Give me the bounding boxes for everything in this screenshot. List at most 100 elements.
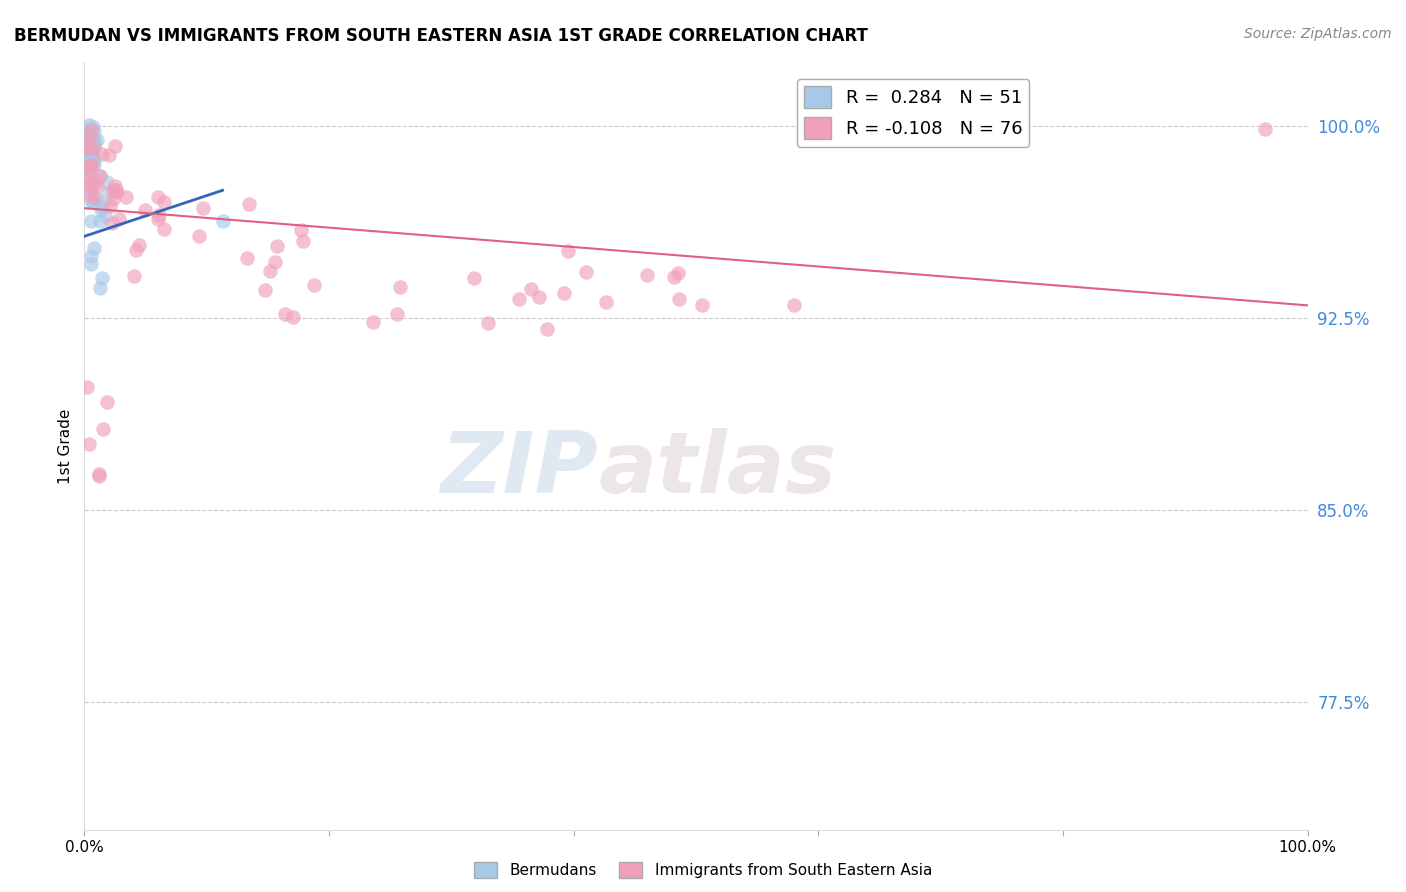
Point (77, 179, 100, 194)
Point (80, 194, 103, 209)
Text: Source: ZipAtlas.com: Source: ZipAtlas.com (1244, 27, 1392, 41)
Point (146, 212, 169, 227)
Point (153, 222, 176, 236)
Point (86, 193, 108, 207)
Y-axis label: 1st Grade: 1st Grade (58, 409, 73, 483)
Point (90, 146, 112, 161)
Point (76, 380, 98, 394)
Point (79, 147, 101, 161)
Legend: R =  0.284   N = 51, R = -0.108   N = 76: R = 0.284 N = 51, R = -0.108 N = 76 (797, 79, 1029, 146)
Point (75, 130, 97, 145)
Point (463, 271, 485, 285)
Point (122, 268, 145, 283)
Point (188, 228, 211, 243)
Point (79, 174, 101, 188)
Point (83, 241, 105, 255)
Point (77, 188, 100, 202)
Point (86, 133, 108, 147)
Point (477, 317, 499, 331)
Point (89, 280, 111, 294)
Point (77, 155, 100, 169)
Point (211, 214, 233, 228)
Point (83, 158, 105, 172)
Point (553, 286, 575, 301)
Point (153, 195, 176, 210)
Point (80, 138, 103, 153)
Point (83, 177, 105, 191)
Point (100, 216, 122, 230)
Point (238, 197, 260, 211)
Point (575, 265, 598, 279)
Point (80, 249, 103, 263)
Point (83, 190, 105, 204)
Point (302, 278, 325, 293)
Point (104, 139, 127, 153)
Point (75, 161, 97, 176)
Point (385, 306, 408, 320)
Point (281, 310, 304, 325)
Point (96, 395, 118, 409)
Point (83, 135, 105, 149)
Point (82, 120, 104, 134)
Point (76, 137, 98, 152)
Point (253, 283, 276, 297)
Point (89, 213, 111, 227)
Point (107, 212, 129, 227)
Point (77, 159, 100, 173)
Point (96, 175, 118, 189)
Point (104, 183, 127, 197)
Point (104, 178, 127, 193)
Point (75, 151, 97, 165)
Point (128, 237, 150, 252)
Point (290, 222, 312, 236)
Point (82, 145, 104, 160)
Point (77, 139, 100, 153)
Point (90, 202, 112, 217)
Point (76, 130, 98, 145)
Point (94, 209, 117, 223)
Point (690, 298, 713, 312)
Point (79, 158, 101, 172)
Point (89, 467, 111, 482)
Point (664, 269, 686, 284)
Point (266, 238, 288, 252)
Point (76, 157, 98, 171)
Point (114, 190, 136, 204)
Point (79, 131, 101, 145)
Point (80, 134, 103, 148)
Text: BERMUDAN VS IMMIGRANTS FROM SOUTH EASTERN ASIA 1ST GRADE CORRELATION CHART: BERMUDAN VS IMMIGRANTS FROM SOUTH EASTER… (14, 27, 868, 45)
Point (389, 279, 412, 293)
Point (274, 307, 297, 321)
Point (75, 120, 97, 135)
Point (91, 271, 114, 285)
Point (636, 268, 658, 282)
Point (134, 202, 156, 217)
Point (82, 194, 104, 209)
Point (83, 151, 105, 165)
Point (77, 128, 100, 142)
Point (98, 199, 121, 213)
Legend: Bermudans, Immigrants from South Eastern Asia: Bermudans, Immigrants from South Eastern… (468, 856, 938, 884)
Point (103, 193, 125, 207)
Point (82, 155, 104, 169)
Point (83, 141, 105, 155)
Point (77, 145, 100, 159)
Point (77, 146, 100, 161)
Point (666, 266, 689, 280)
Point (80, 145, 103, 159)
Point (191, 201, 214, 215)
Point (98, 147, 121, 161)
Point (148, 190, 170, 204)
Point (105, 186, 128, 200)
Point (76, 172, 98, 186)
Point (783, 298, 806, 312)
Text: ZIP: ZIP (440, 427, 598, 510)
Point (80, 257, 103, 271)
Point (83, 136, 105, 151)
Point (80, 185, 103, 199)
Point (527, 289, 550, 303)
Point (536, 322, 558, 336)
Point (89, 169, 111, 183)
Point (76, 177, 98, 191)
Point (76, 162, 98, 177)
